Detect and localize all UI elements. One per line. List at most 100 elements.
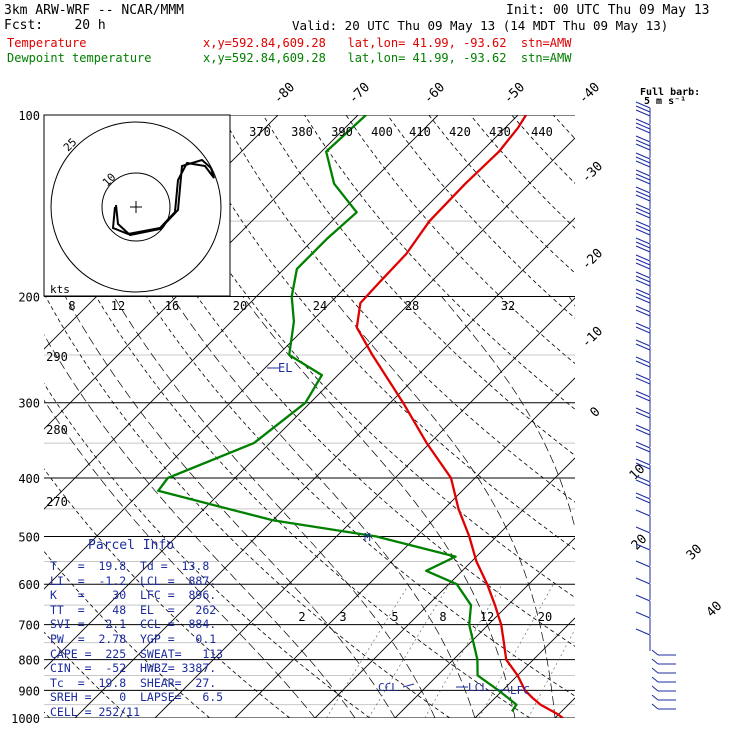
mixing-ratio-line bbox=[326, 584, 410, 718]
dry-adiabat bbox=[221, 115, 575, 503]
parcel-info-row: SREH = 0 LAPSE= 6.5 bbox=[50, 690, 224, 705]
wind-barb bbox=[635, 322, 651, 345]
wind-barb bbox=[635, 220, 651, 243]
wind-barb bbox=[635, 475, 651, 498]
isotherm bbox=[474, 617, 575, 718]
pressure-tick-label: 600 bbox=[18, 578, 40, 592]
isotherm bbox=[44, 115, 519, 590]
theta-label: 290 bbox=[46, 350, 68, 364]
mixing-ratio-line bbox=[368, 584, 450, 718]
dewpoint-legend-label: Dewpoint temperature bbox=[7, 51, 152, 65]
parcel-info-row: CELL = 252/11 bbox=[50, 705, 141, 719]
temperature-profile bbox=[355, 115, 564, 718]
lfc-marker: LFC bbox=[510, 684, 530, 697]
pressure-tick-label: 900 bbox=[18, 684, 40, 698]
hodograph-speed-tick: 16 bbox=[165, 299, 179, 313]
wind-barb bbox=[635, 101, 651, 124]
moist-adiabat bbox=[171, 296, 476, 718]
temperature-station-info: x,y=592.84,609.28 lat,lon= 41.99, -93.62… bbox=[203, 36, 572, 50]
forecast-hour: Fcst: 20 h bbox=[4, 18, 106, 33]
isotherm-label: -80 bbox=[271, 80, 298, 107]
wind-barb bbox=[635, 611, 651, 634]
theta-label: 270 bbox=[46, 495, 68, 509]
dry-adiabat bbox=[511, 115, 575, 184]
el-marker: EL bbox=[278, 361, 292, 375]
theta-label: 400 bbox=[371, 125, 393, 139]
pressure-tick-label: 200 bbox=[18, 291, 40, 305]
dry-adiabat bbox=[97, 115, 575, 647]
dry-adiabat bbox=[44, 550, 211, 718]
wind-barb bbox=[635, 186, 651, 209]
wind-barb bbox=[635, 254, 651, 277]
mixing-ratio-label: 2 bbox=[298, 610, 305, 624]
mixing-ratio-line bbox=[478, 584, 554, 718]
hodograph-speed-tick: 12 bbox=[111, 299, 125, 313]
wind-barb bbox=[635, 356, 651, 379]
wind-barb bbox=[651, 685, 676, 692]
dry-adiabat bbox=[44, 292, 451, 718]
dry-adiabat bbox=[469, 115, 575, 229]
wind-barb bbox=[635, 271, 651, 294]
wind-barb bbox=[635, 305, 651, 328]
isotherm bbox=[44, 115, 359, 430]
hodograph-speed-tick: 32 bbox=[501, 299, 515, 313]
wind-barb bbox=[635, 458, 651, 481]
pressure-tick-label: 700 bbox=[18, 619, 40, 633]
moist-adiabat bbox=[113, 296, 436, 718]
parcel-info-row: SVI = 2.1 CCL = 884. bbox=[50, 617, 217, 632]
isotherm-label: -70 bbox=[346, 80, 373, 107]
theta-label: 280 bbox=[46, 423, 68, 437]
ccl-marker-tick bbox=[402, 683, 415, 688]
hodograph-speed-tick: 8 bbox=[68, 299, 75, 313]
hodograph-speed-tick: 28 bbox=[405, 299, 419, 313]
parcel-info-row: TT = 48 EL = 262 bbox=[50, 602, 217, 617]
plot-area bbox=[44, 115, 575, 718]
hodograph-speed-tick: 20 bbox=[233, 299, 247, 313]
dry-adiabat bbox=[44, 193, 531, 718]
wind-barb bbox=[651, 658, 676, 665]
wind-barb bbox=[635, 118, 651, 141]
isotherm bbox=[394, 537, 575, 718]
model-title: 3km ARW-WRF -- NCAR/MMM bbox=[4, 3, 185, 18]
wind-barb bbox=[651, 667, 676, 674]
dry-adiabat bbox=[345, 115, 575, 365]
m-marker: M bbox=[364, 531, 371, 544]
wind-barb bbox=[635, 407, 651, 430]
dry-adiabat bbox=[55, 115, 575, 697]
mixing-ratio-label: 3 bbox=[339, 610, 346, 624]
valid-time: Valid: 20 UTC Thu 09 May 13 (14 MDT Thu … bbox=[292, 18, 669, 33]
wind-barb bbox=[651, 649, 676, 656]
isotherm bbox=[154, 297, 575, 718]
theta-label: 430 bbox=[489, 125, 511, 139]
wind-barb bbox=[635, 339, 651, 362]
wind-barb bbox=[651, 703, 676, 710]
dry-adiabat bbox=[304, 115, 575, 410]
isotherm-label: 0 bbox=[587, 404, 603, 420]
parcel-info-row: CIN = -52 HWBZ= 3387. bbox=[50, 661, 217, 676]
pressure-tick-label: 800 bbox=[18, 654, 40, 668]
init-time: Init: 00 UTC Thu 09 May 13 bbox=[506, 3, 710, 18]
mixing-ratio-line bbox=[527, 628, 575, 718]
pressure-tick-label: 100 bbox=[18, 109, 40, 123]
pressure-tick-label: 400 bbox=[18, 472, 40, 486]
wind-barb bbox=[635, 288, 651, 311]
isotherm-label: -20 bbox=[579, 246, 606, 273]
wind-barb bbox=[635, 152, 651, 175]
wind-barb bbox=[635, 390, 651, 413]
dewpoint-profile bbox=[157, 115, 518, 713]
dewpoint-station-info: x,y=592.84,609.28 lat,lon= 41.99, -93.62… bbox=[203, 51, 572, 65]
wind-barb bbox=[635, 543, 651, 566]
theta-label: 390 bbox=[331, 125, 353, 139]
parcel-info-row: LI = -1.2 LCL = 887. bbox=[50, 573, 217, 588]
ccl-marker: CCL bbox=[378, 681, 398, 694]
wind-key-title: Full barb: bbox=[640, 87, 700, 98]
isotherm bbox=[44, 115, 439, 510]
wind-barb bbox=[635, 424, 651, 447]
wind-barb bbox=[635, 441, 651, 464]
dry-adiabat bbox=[428, 115, 575, 274]
wind-barb bbox=[635, 492, 651, 515]
wind-barb bbox=[635, 135, 651, 158]
moist-adiabat bbox=[44, 399, 316, 718]
moist-adiabat bbox=[64, 296, 396, 718]
mixing-ratio-line bbox=[424, 584, 503, 718]
